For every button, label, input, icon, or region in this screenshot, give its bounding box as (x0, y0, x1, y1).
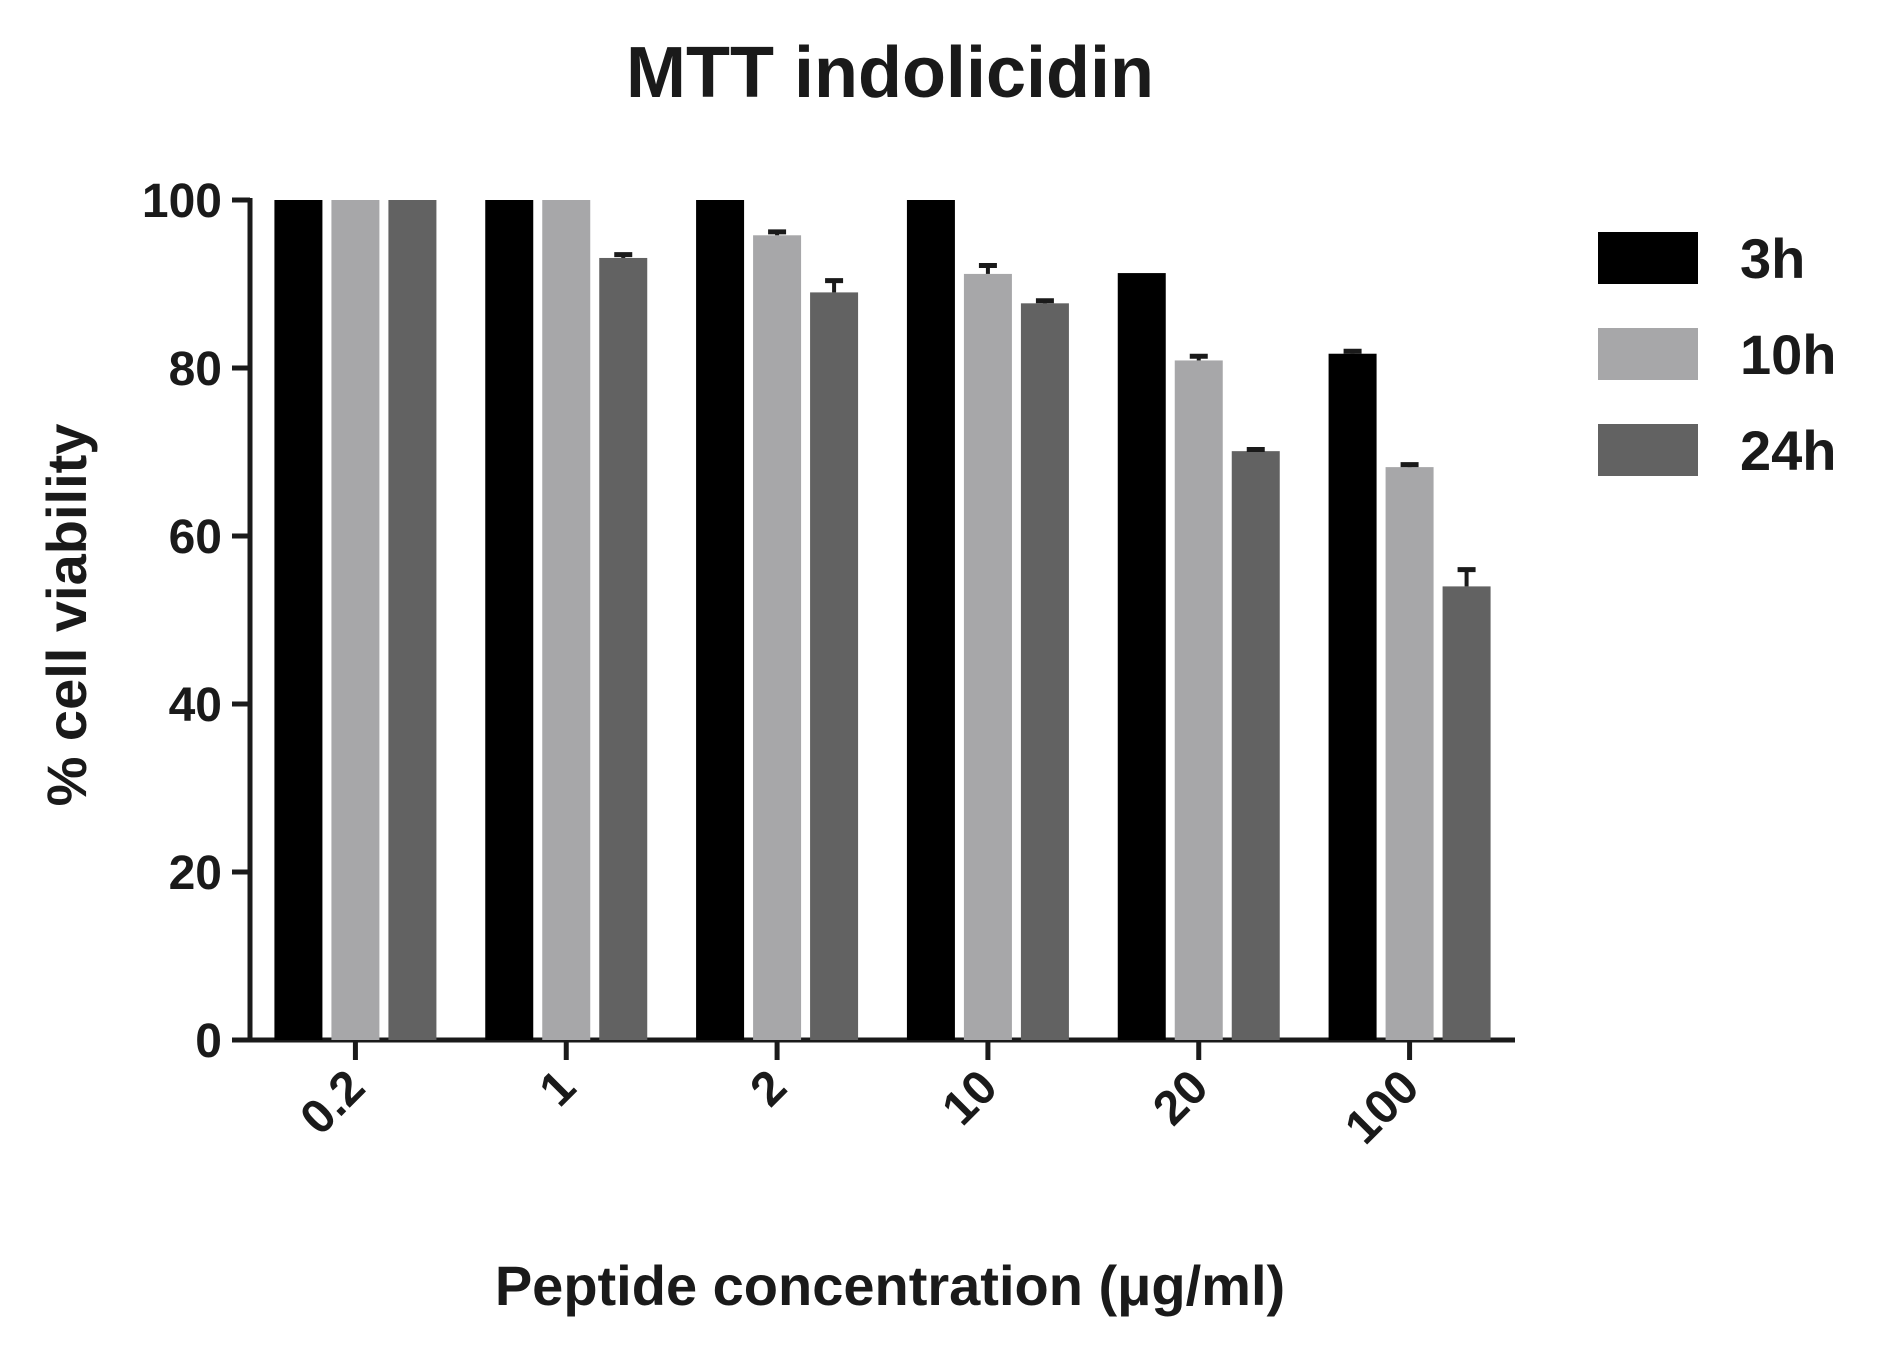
bar-3h-100 (1328, 353, 1377, 1041)
x-tick-label: 1 (530, 1060, 586, 1116)
x-tick-label: 100 (1335, 1060, 1429, 1154)
bar-3h-0.2 (274, 200, 323, 1040)
bar-10h-10 (963, 273, 1012, 1040)
bar-24h-20 (1231, 451, 1280, 1040)
x-tick-label: 20 (1143, 1060, 1218, 1135)
bar-24h-2 (810, 292, 859, 1040)
y-tick-label: 60 (169, 511, 222, 564)
legend-swatch-10h (1598, 328, 1698, 380)
bar-3h-20 (1117, 273, 1166, 1041)
bar-10h-20 (1174, 360, 1223, 1040)
bar-24h-0.2 (388, 200, 437, 1040)
bar-3h-10 (906, 200, 955, 1040)
error-bars (614, 229, 1476, 587)
y-axis: 0 20 40 60 80 100 (142, 175, 253, 1068)
x-tick-label: 2 (741, 1060, 797, 1116)
y-tick-label: 100 (142, 175, 222, 228)
legend-swatch-3h (1598, 232, 1698, 284)
bars (274, 200, 1491, 1041)
legend-label-3h: 3h (1740, 227, 1805, 290)
bar-10h-1 (542, 200, 591, 1040)
x-axis-title: Peptide concentration (μg/ml) (495, 1254, 1285, 1317)
bar-24h-100 (1442, 586, 1491, 1040)
legend: 3h 10h 24h (1598, 227, 1837, 482)
bar-24h-1 (599, 257, 648, 1041)
bar-10h-0.2 (331, 200, 380, 1040)
y-axis-title: % cell viability (35, 424, 98, 807)
bar-3h-1 (485, 200, 534, 1040)
x-tick-label: 10 (932, 1060, 1007, 1135)
chart-title: MTT indolicidin (626, 33, 1154, 113)
x-axis: 0.2 1 2 10 20 100 (248, 1037, 1515, 1154)
y-tick-label: 80 (169, 343, 222, 396)
legend-label-24h: 24h (1740, 419, 1837, 482)
y-tick-label: 40 (169, 679, 222, 732)
legend-label-10h: 10h (1740, 323, 1837, 386)
legend-swatch-24h (1598, 424, 1698, 476)
y-tick-label: 0 (195, 1015, 222, 1068)
bar-24h-10 (1020, 303, 1069, 1040)
bar-10h-2 (753, 235, 802, 1040)
bar-3h-2 (696, 200, 745, 1040)
y-tick-label: 20 (169, 847, 222, 900)
x-tick-label: 0.2 (291, 1060, 376, 1145)
bar-10h-100 (1385, 467, 1434, 1040)
